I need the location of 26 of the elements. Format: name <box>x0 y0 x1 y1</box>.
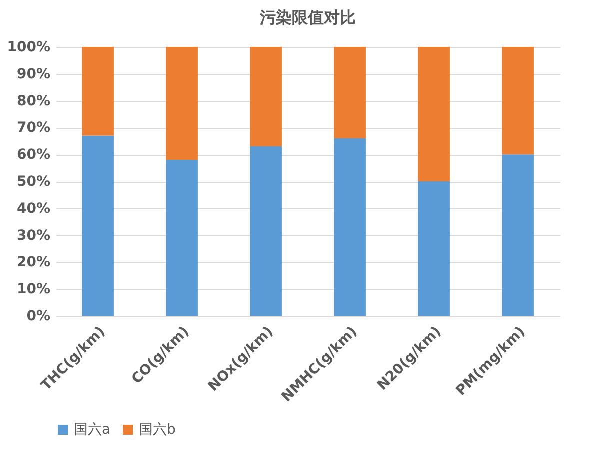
y-tick-label: 30% <box>16 228 50 244</box>
y-tick-label: 100% <box>7 40 50 56</box>
bar <box>418 182 450 316</box>
y-tick-label: 40% <box>16 200 50 217</box>
bar <box>502 154 534 316</box>
bar <box>82 136 114 316</box>
y-tick-label: 60% <box>16 147 50 164</box>
bar <box>250 146 282 316</box>
y-tick-label: 80% <box>16 93 50 110</box>
bar <box>250 47 282 147</box>
y-tick-label: 90% <box>16 66 50 82</box>
bar <box>334 47 366 138</box>
bar <box>418 47 450 182</box>
y-tick-label: 10% <box>16 282 50 298</box>
bar <box>82 47 114 136</box>
bar <box>166 160 198 316</box>
y-tick-label: 70% <box>16 120 50 136</box>
y-tick-label: 20% <box>16 254 50 271</box>
bar <box>502 47 534 155</box>
legend-label: 国六b <box>139 422 176 438</box>
bar <box>334 138 366 316</box>
y-tick-label: 0% <box>26 308 50 324</box>
y-tick-label: 50% <box>16 174 50 190</box>
chart-title: 污染限值对比 <box>259 8 356 27</box>
bar <box>166 47 198 160</box>
legend-label: 国六a <box>74 422 111 438</box>
